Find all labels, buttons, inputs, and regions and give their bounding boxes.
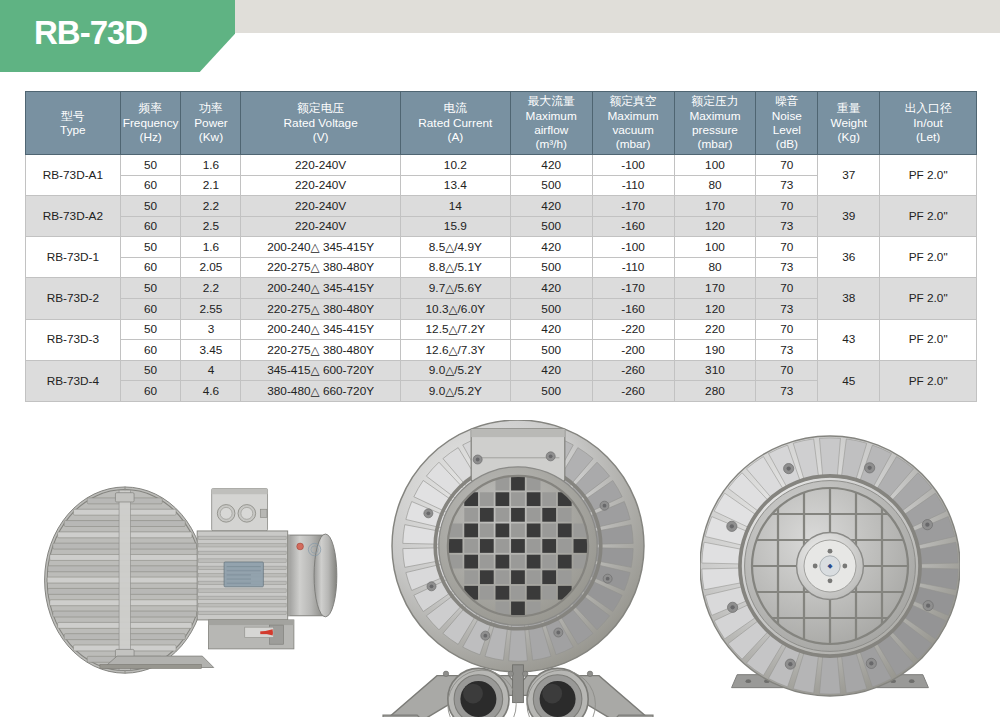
svg-text:◆: ◆ xyxy=(828,562,833,569)
